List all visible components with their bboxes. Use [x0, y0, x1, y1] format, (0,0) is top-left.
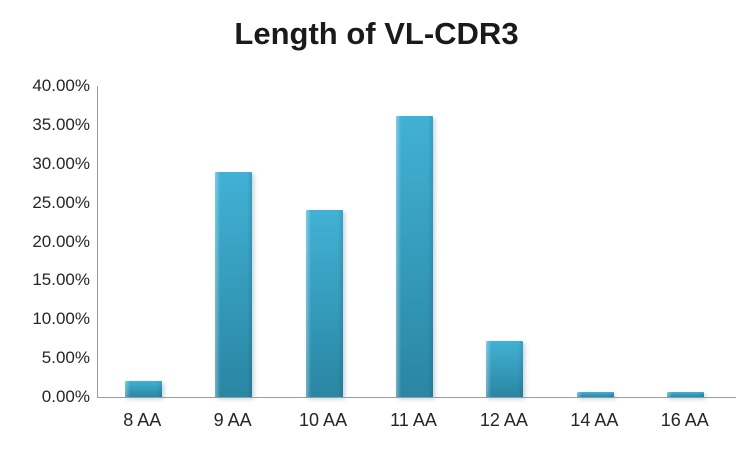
x-tick-label: 9 AA [213, 410, 252, 430]
y-tick-label: 30.00% [32, 153, 90, 173]
x-tick-label: 12 AA [479, 410, 528, 430]
bar-10-aa [305, 210, 343, 397]
y-tick-label: 40.00% [32, 76, 90, 95]
y-tick-label: 10.00% [32, 309, 90, 329]
plot-area [97, 86, 736, 398]
x-tick-label: 14 AA [570, 410, 619, 430]
y-tick-label: 0.00% [41, 387, 90, 406]
x-tick-label: 11 AA [390, 410, 437, 430]
y-tick-label: 25.00% [32, 192, 90, 212]
bar-9-aa [215, 171, 253, 397]
x-tick-label: 10 AA [299, 410, 348, 430]
y-tick-label: 5.00% [41, 348, 90, 368]
chart-title: Length of VL-CDR3 [234, 16, 519, 51]
x-tick-label: 8 AA [123, 410, 162, 430]
x-tick-label: 16 AA [660, 410, 709, 430]
bar-8-aa [124, 380, 162, 397]
y-tick-label: 20.00% [32, 231, 90, 251]
y-tick-label: 35.00% [32, 114, 90, 134]
y-tick-label: 15.00% [32, 270, 90, 290]
bar-14-aa [576, 392, 614, 397]
bar-12-aa [486, 341, 524, 397]
bar-16-aa [667, 392, 705, 397]
bar-11-aa [396, 115, 433, 397]
